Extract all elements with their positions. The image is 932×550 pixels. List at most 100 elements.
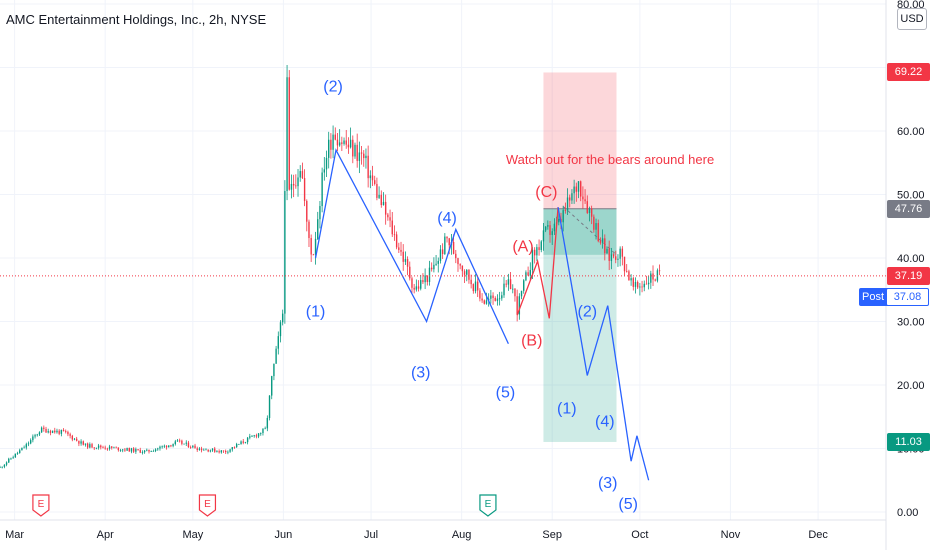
candle-body — [150, 451, 152, 452]
candle-body — [527, 272, 529, 276]
candle-body — [584, 199, 586, 202]
candle-body — [238, 444, 240, 445]
wave-label: (5) — [618, 496, 638, 513]
wave-label: (A) — [512, 239, 533, 256]
wave-label: (B) — [521, 333, 542, 350]
candle-body — [244, 442, 247, 443]
candle-body — [14, 453, 17, 458]
candle-body — [73, 438, 76, 440]
candle-body — [645, 283, 648, 285]
candle-body — [553, 223, 556, 232]
post-market-label: Post — [861, 291, 884, 303]
candle-body — [538, 247, 540, 251]
candle-body — [93, 447, 95, 449]
wave-label: (2) — [577, 303, 597, 320]
candle-body — [606, 248, 608, 254]
candle-body — [189, 447, 192, 448]
candle-body — [380, 194, 382, 206]
post-market-tag: Post 37.08 — [859, 288, 929, 306]
candle-body — [1, 466, 3, 468]
earnings-marker[interactable] — [198, 494, 217, 517]
candle-body — [586, 201, 588, 213]
candle-body — [161, 446, 163, 448]
candle-body — [474, 281, 477, 292]
candle-body — [281, 313, 284, 323]
candle-body — [566, 197, 569, 211]
wave-line[interactable] — [557, 207, 650, 481]
candle-body — [16, 452, 19, 454]
candle-body — [422, 280, 424, 283]
candle-body — [286, 77, 288, 192]
candle-body — [143, 450, 146, 453]
candle-body — [132, 448, 135, 452]
candle-body — [395, 234, 398, 248]
candle-body — [420, 280, 422, 289]
candle-body — [516, 296, 518, 315]
stop-price-tag: 11.03 — [887, 432, 930, 451]
candle-body — [483, 300, 485, 304]
time-tick-label: Mar — [5, 529, 24, 541]
candle-body — [321, 172, 323, 207]
risk-zone[interactable] — [543, 72, 617, 209]
candle-body — [34, 435, 36, 437]
candle-body — [187, 442, 190, 448]
candle-body — [358, 152, 361, 161]
candle-body — [461, 265, 464, 272]
candle-body — [38, 432, 41, 435]
candle-body — [106, 448, 109, 450]
earnings-marker[interactable] — [479, 494, 497, 517]
target-price-tag: 69.22 — [887, 63, 930, 82]
candlestick-series — [0, 65, 661, 469]
candle-body — [439, 249, 442, 261]
candle-body — [86, 443, 89, 448]
candle-body — [168, 445, 170, 448]
candle-body — [216, 451, 218, 452]
candle-body — [632, 278, 634, 287]
wave-line[interactable] — [516, 207, 559, 319]
candle-body — [650, 273, 652, 283]
candle-body — [207, 449, 209, 452]
candle-body — [220, 450, 223, 453]
earnings-marker[interactable] — [32, 494, 50, 517]
candle-body — [157, 448, 159, 450]
candle-body — [345, 140, 347, 145]
candle-body — [8, 458, 10, 463]
chart-title: AMC Entertainment Holdings, Inc., 2h, NY… — [6, 12, 267, 27]
time-tick-label: Oct — [631, 529, 648, 541]
candle-body — [45, 428, 47, 433]
candle-body — [496, 298, 499, 301]
candle-body — [67, 431, 69, 435]
candle-body — [119, 450, 122, 451]
candle-body — [387, 214, 389, 218]
candle-body — [426, 275, 429, 282]
candle-body — [455, 253, 457, 259]
time-tick-label: Sep — [542, 529, 562, 541]
candle-body — [174, 441, 177, 445]
candle-body — [540, 241, 542, 251]
price-tick-label: 30.00 — [897, 317, 925, 329]
candle-body — [617, 258, 619, 260]
candle-body — [183, 443, 185, 445]
candle-body — [91, 444, 93, 448]
price-tick-label: 0.00 — [897, 507, 918, 519]
candle-body — [549, 225, 551, 235]
candle-body — [514, 288, 516, 297]
candle-body — [463, 271, 466, 275]
candle-body — [295, 185, 297, 187]
candle-body — [341, 142, 343, 144]
candle-body — [597, 223, 599, 242]
candle-body — [82, 441, 84, 445]
wave-line[interactable] — [314, 148, 509, 344]
candle-body — [575, 186, 578, 192]
price-tick-label: 20.00 — [897, 380, 925, 392]
candle-body — [658, 270, 661, 272]
candle-body — [130, 448, 133, 452]
currency-selector[interactable]: USD — [897, 8, 927, 30]
candle-body — [623, 256, 626, 272]
time-tick-label: Dec — [808, 529, 828, 541]
candle-body — [417, 286, 420, 289]
elliott-wave-lines[interactable] — [314, 148, 650, 481]
candle-body — [211, 448, 214, 451]
